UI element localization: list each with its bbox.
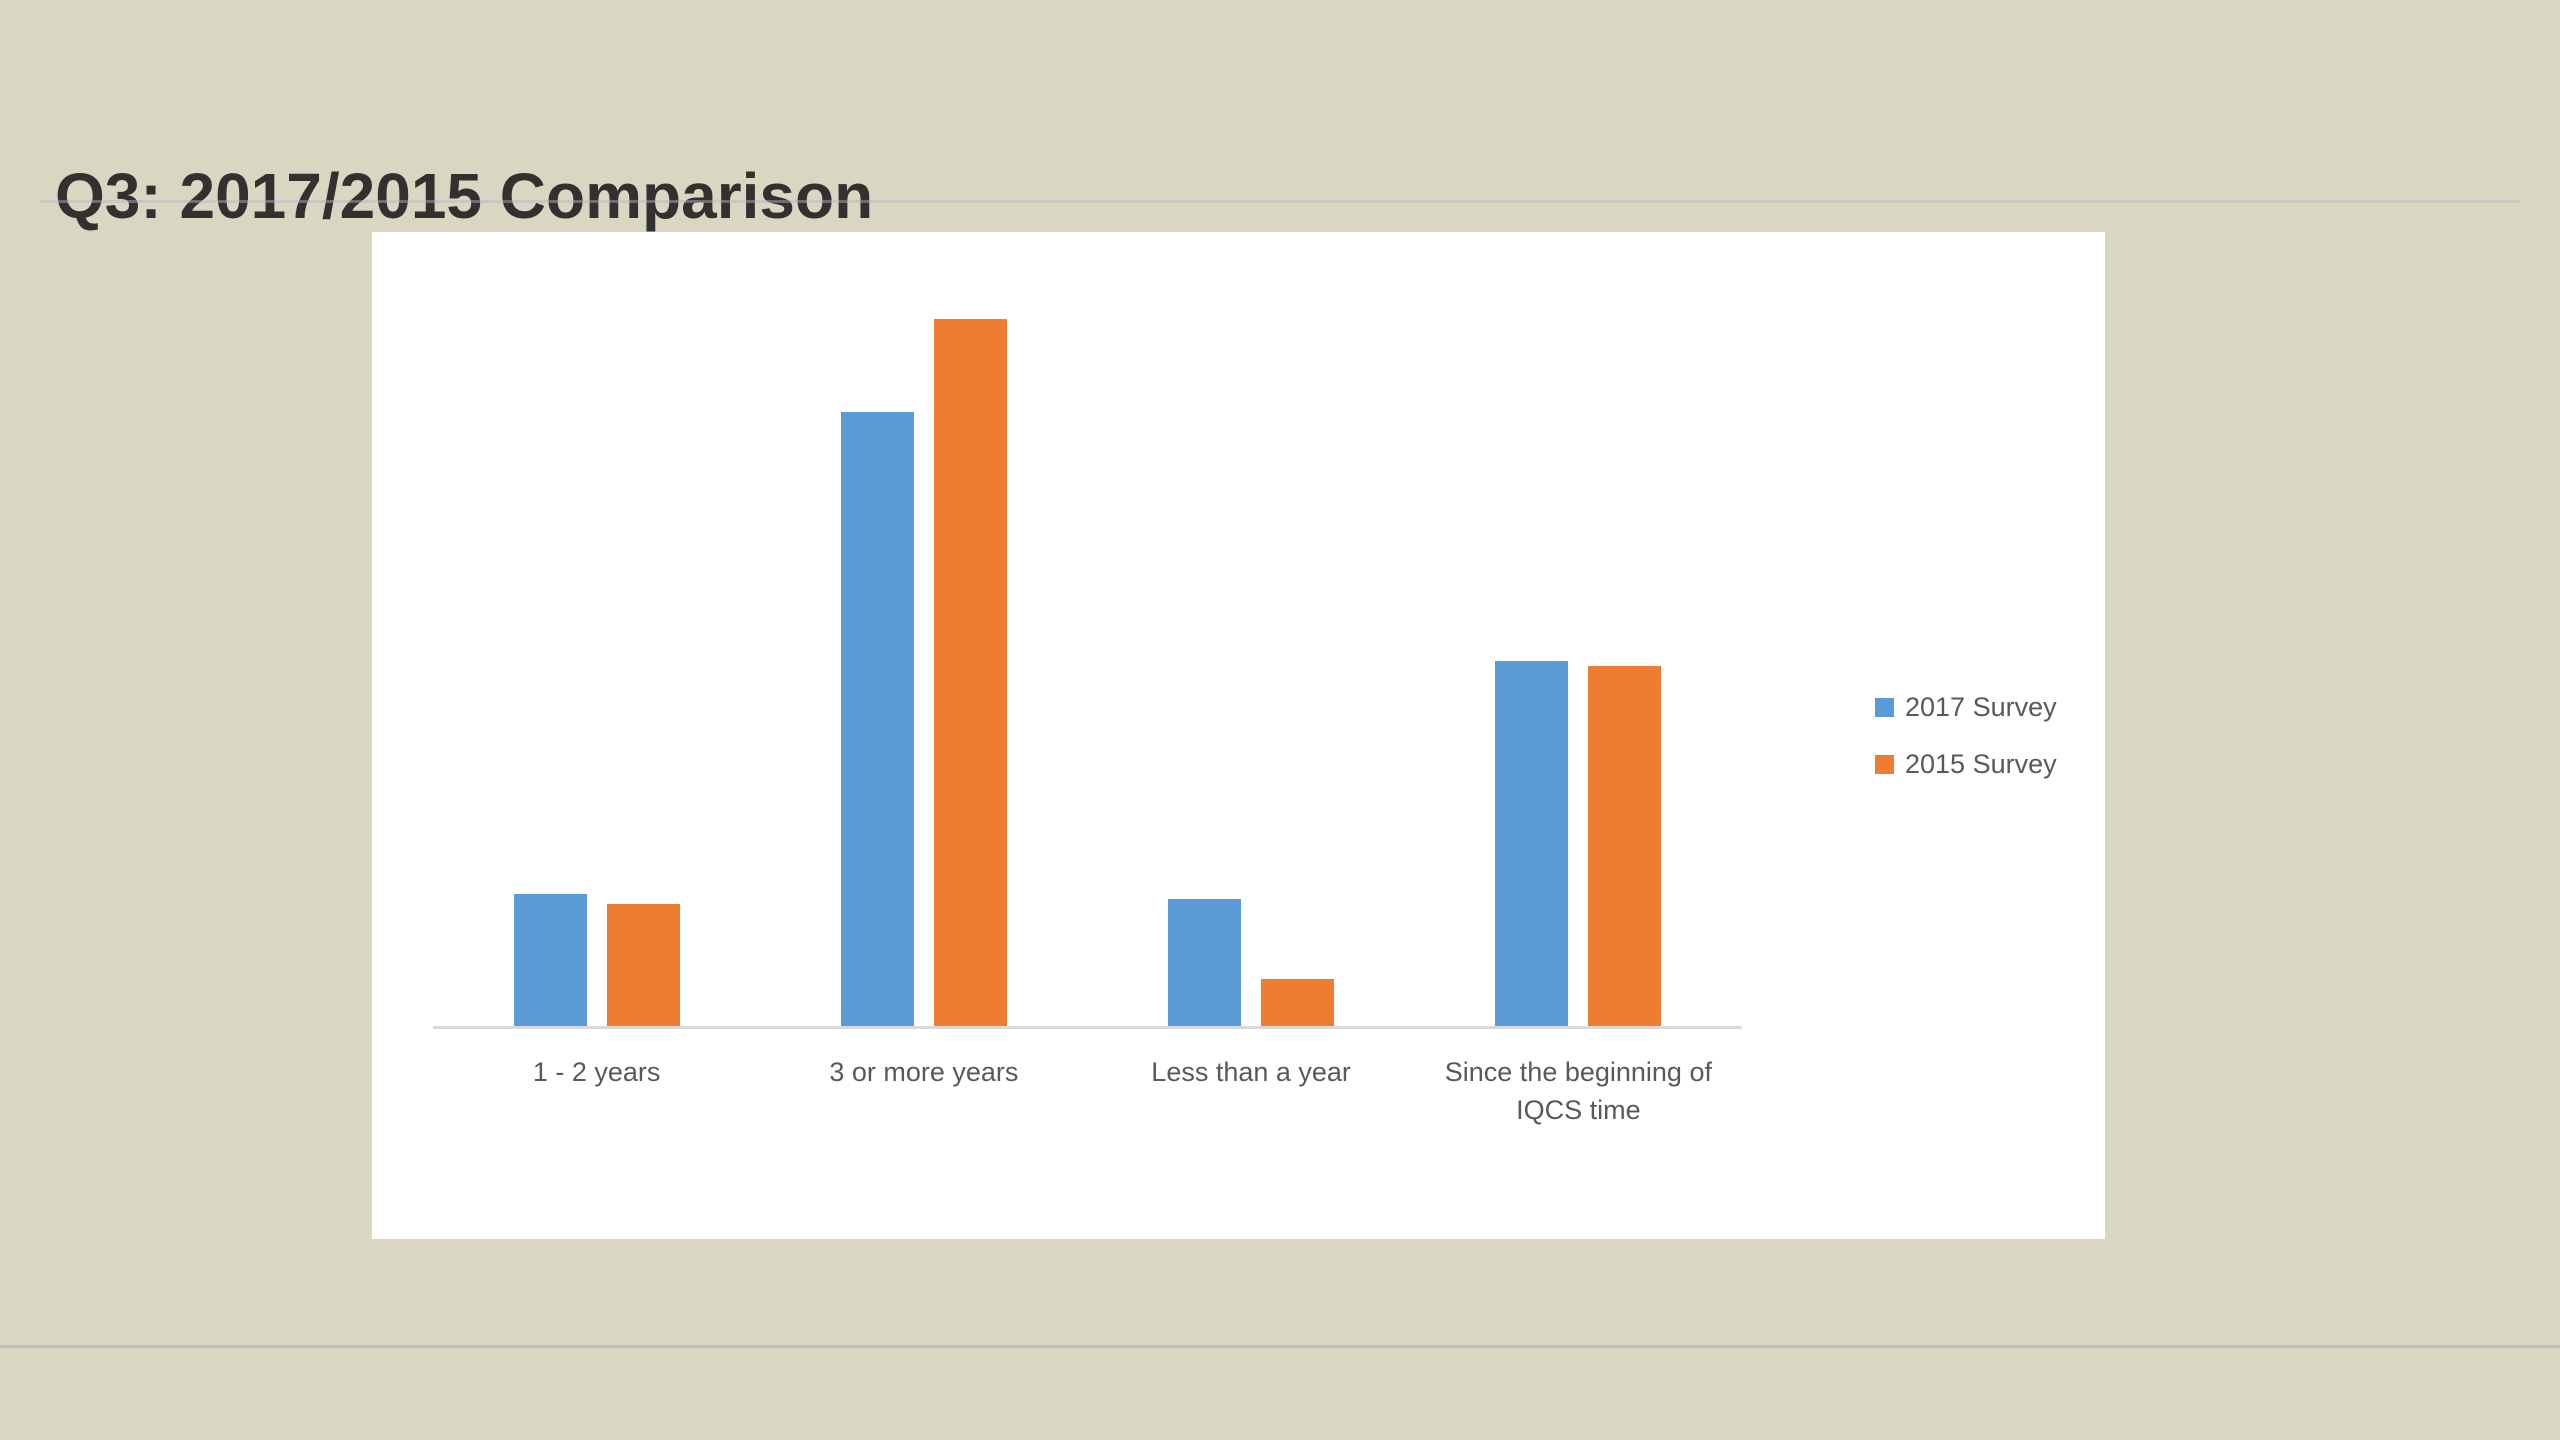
bar-2015-survey [1261, 978, 1335, 1027]
bar-2017-survey [513, 894, 587, 1027]
footer-divider-line [0, 1345, 2560, 1348]
legend-color-swatch-icon [1875, 698, 1894, 717]
bar-group: 1 - 2 years [433, 0, 760, 1440]
legend-label: 2017 Survey [1905, 692, 2057, 722]
chart-area [372, 232, 2105, 1239]
bar-2017-survey [1168, 899, 1242, 1027]
header-divider-line [40, 200, 2520, 203]
bar-group: Since the beginning of IQCS time [1415, 0, 1742, 1440]
legend-label: 2015 Survey [1905, 749, 2057, 779]
bar-2017-survey [840, 411, 914, 1027]
chart-legend: 2017 Survey 2015 Survey [1875, 692, 2057, 806]
bar-2015-survey [1588, 666, 1662, 1027]
bar-group: 3 or more years [760, 0, 1087, 1440]
legend-item: 2017 Survey [1875, 692, 2057, 723]
slide-title: Q3: 2017/2015 Comparison [55, 159, 874, 232]
x-axis-category-label: Since the beginning of IQCS time [1444, 1057, 1712, 1125]
legend-color-swatch-icon [1875, 755, 1894, 774]
bar-2015-survey [933, 318, 1007, 1027]
x-axis-category-label: 3 or more years [829, 1057, 1019, 1087]
legend-item: 2015 Survey [1875, 749, 2057, 780]
x-axis-line [433, 1026, 1742, 1029]
x-axis-category-label: 1 - 2 years [532, 1057, 661, 1087]
bar-group: Less than a year [1088, 0, 1415, 1440]
bar-2015-survey [606, 904, 680, 1027]
bar-2017-survey [1495, 661, 1569, 1027]
x-axis-category-label: Less than a year [1151, 1057, 1351, 1087]
